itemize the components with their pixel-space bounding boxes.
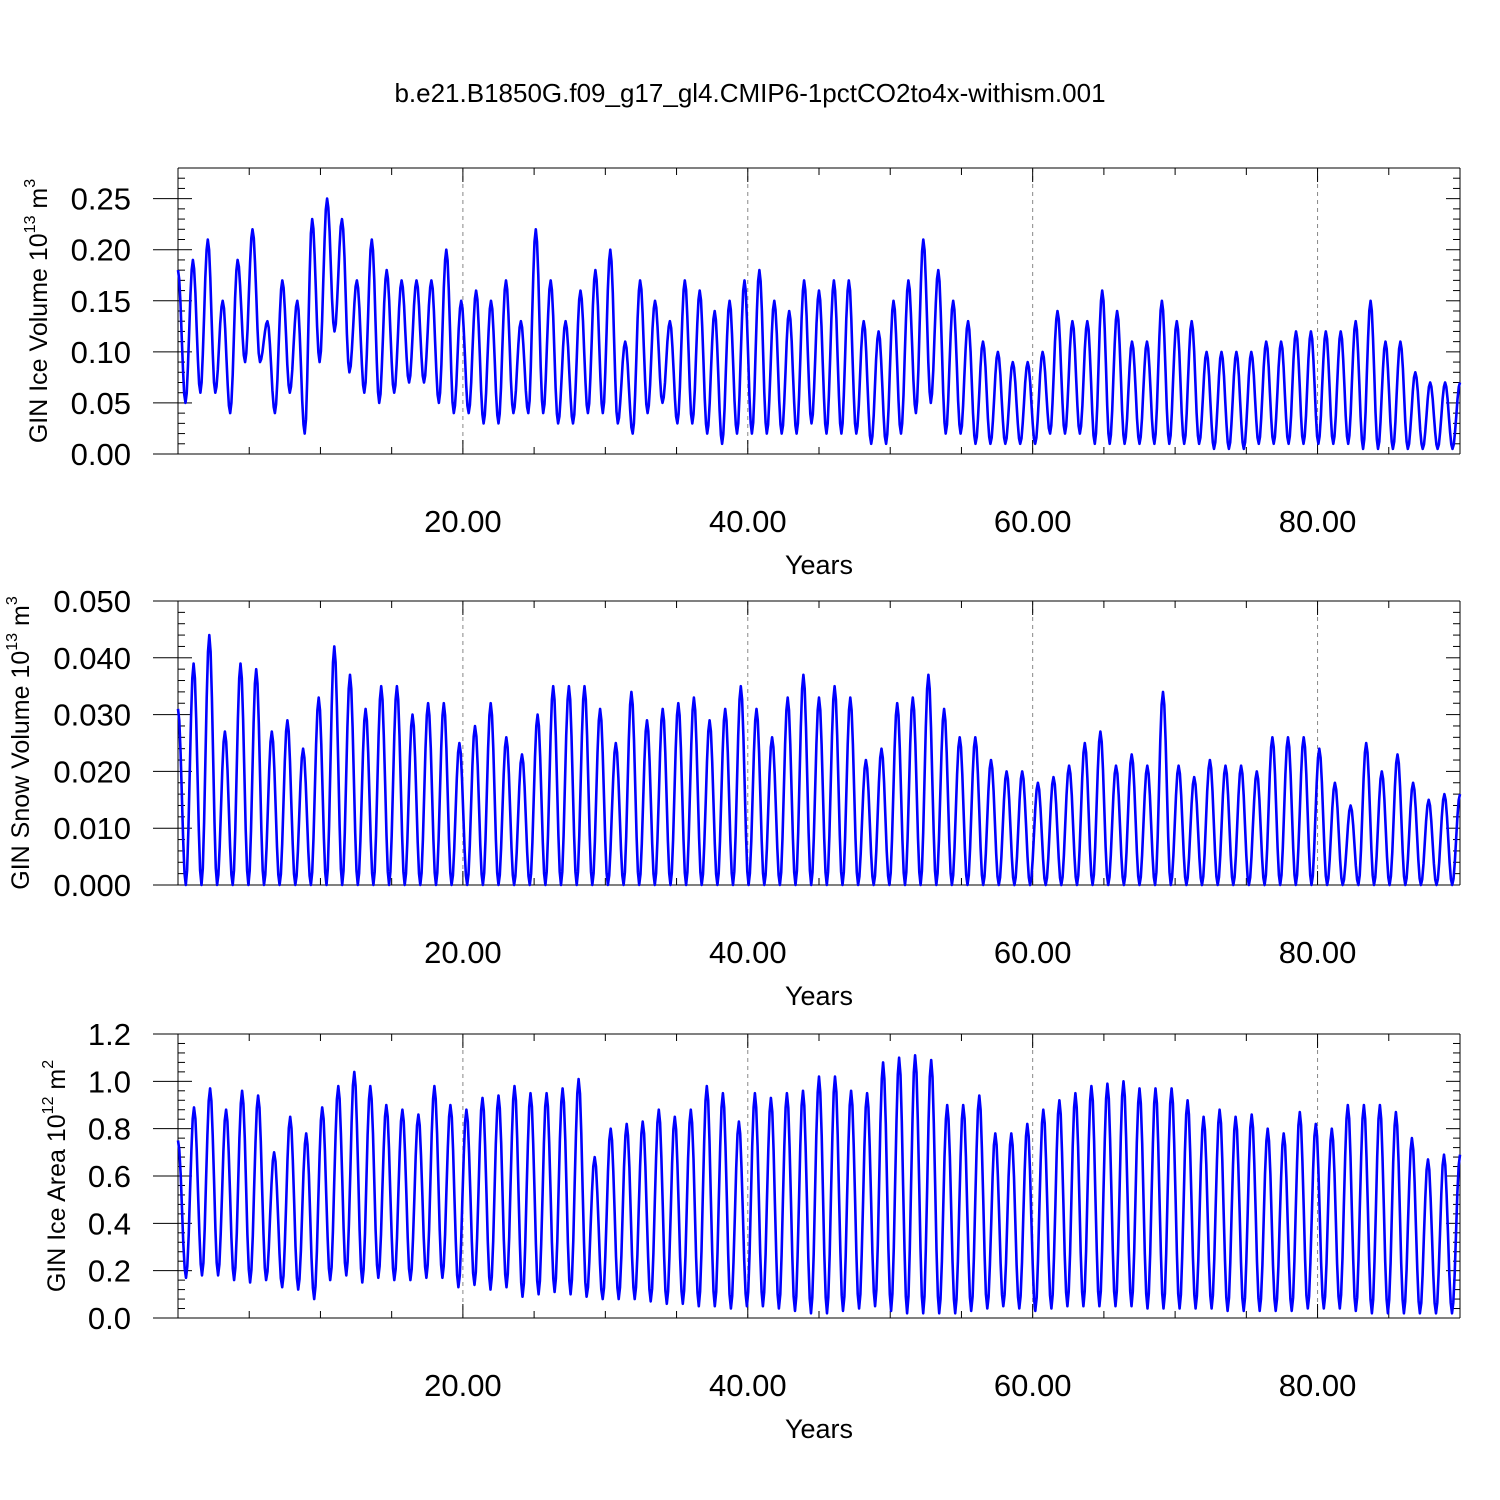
x-tick-label: 60.00 — [994, 504, 1072, 539]
y-axis-title: GIN Ice Area 1012 m2 — [40, 1060, 70, 1292]
chart-panel-3: 0.0 0.2 0.4 0.6 0.8 1.0 1.2 20.00 40.00 60.00 80.0… — [40, 1017, 1462, 1444]
y-tick-label: 0.25 — [71, 182, 131, 217]
series-line-2-1 — [176, 633, 1462, 887]
x-tick-label: 80.00 — [1279, 935, 1357, 970]
y-tick-label: 0.15 — [71, 284, 131, 319]
page-title: b.e21.B1850G.f09_g17_gl4.CMIP6-1pctCO2to… — [394, 78, 1106, 108]
x-tick-label: 40.00 — [709, 1368, 787, 1403]
y-tick-label: 1.0 — [88, 1064, 131, 1099]
x-tick-label: 20.00 — [424, 935, 502, 970]
y-tick-label: 0.010 — [53, 811, 131, 846]
x-tick-label: 40.00 — [709, 935, 787, 970]
chart-panel-2: 0.000 0.010 0.020 0.030 0.040 0.050 20.00 40.00… — [4, 584, 1462, 1011]
x-tick-label: 40.00 — [709, 504, 787, 539]
y-tick-label: 0.020 — [53, 754, 131, 789]
x-axis-title: Years — [785, 550, 853, 580]
x-tick-label: 20.00 — [424, 1368, 502, 1403]
y-tick-label: 0.6 — [88, 1159, 131, 1194]
x-tick-label: 60.00 — [994, 1368, 1072, 1403]
y-tick-label: 0.0 — [88, 1301, 131, 1336]
x-axis-title: Years — [785, 1414, 853, 1444]
y-tick-label: 0.8 — [88, 1112, 131, 1147]
y-tick-label: 0.10 — [71, 335, 131, 370]
x-tick-label: 60.00 — [994, 935, 1072, 970]
series-line-1-1 — [176, 197, 1462, 451]
x-tick-label: 80.00 — [1279, 1368, 1357, 1403]
y-tick-label: 0.2 — [88, 1254, 131, 1289]
y-tick-label: 0.00 — [71, 437, 131, 472]
y-tick-label: 0.4 — [88, 1206, 131, 1241]
chart-panel-1: 0.00 0.05 0.10 0.15 0.20 0.25 20.00 40.00 60.00 8… — [22, 167, 1462, 580]
x-tick-label: 20.00 — [424, 504, 502, 539]
y-tick-label: 0.000 — [53, 868, 131, 903]
y-tick-label: 0.030 — [53, 698, 131, 733]
y-axis-title: GIN Snow Volume 1013 m3 — [4, 596, 34, 890]
y-axis-title: GIN Ice Volume 1013 m3 — [22, 179, 52, 443]
x-axis-title: Years — [785, 981, 853, 1011]
series-line-3-1 — [176, 1054, 1462, 1315]
y-tick-label: 0.05 — [71, 386, 131, 421]
y-tick-label: 0.20 — [71, 233, 131, 268]
y-tick-label: 0.050 — [53, 584, 131, 619]
y-tick-label: 1.2 — [88, 1017, 131, 1052]
y-tick-label: 0.040 — [53, 641, 131, 676]
x-tick-label: 80.00 — [1279, 504, 1357, 539]
